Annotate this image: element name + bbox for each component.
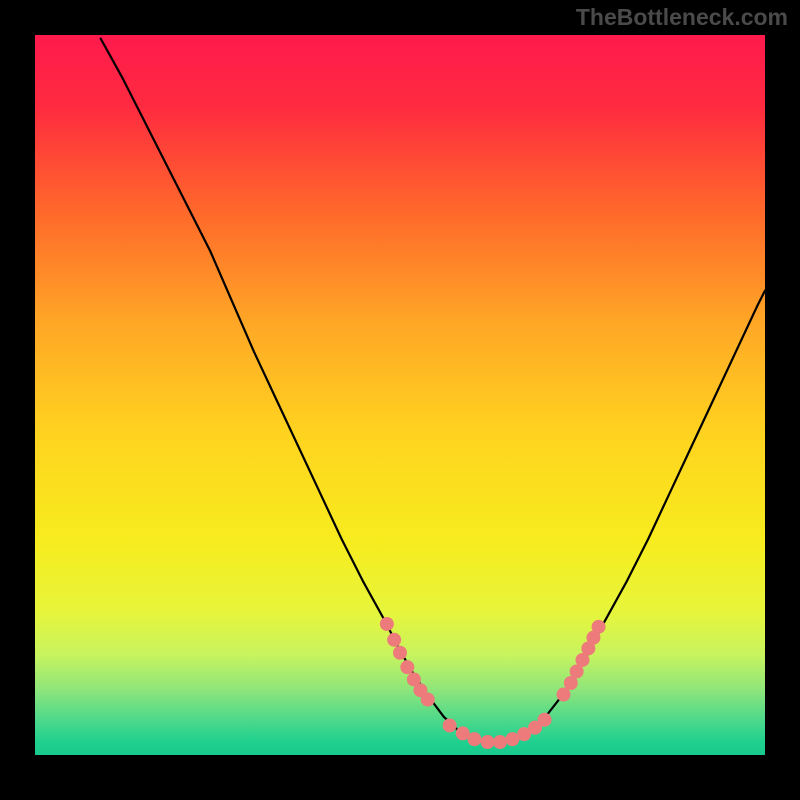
marker-dot xyxy=(393,646,407,660)
marker-dot xyxy=(387,633,401,647)
chart-overlay-svg xyxy=(0,0,800,800)
marker-cluster-right xyxy=(557,620,606,702)
marker-dot xyxy=(443,718,457,732)
marker-dot xyxy=(557,688,571,702)
marker-dot xyxy=(380,617,394,631)
marker-dot xyxy=(467,732,481,746)
watermark-text: TheBottleneck.com xyxy=(576,4,788,31)
marker-cluster-bottom xyxy=(443,713,552,749)
marker-dot xyxy=(592,620,606,634)
marker-dot xyxy=(493,735,507,749)
bottleneck-curve xyxy=(101,39,765,742)
marker-dot xyxy=(481,735,495,749)
marker-dot xyxy=(538,713,552,727)
chart-container: TheBottleneck.com xyxy=(0,0,800,800)
marker-cluster-left xyxy=(380,617,435,707)
marker-dot xyxy=(400,660,414,674)
marker-dot xyxy=(421,693,435,707)
